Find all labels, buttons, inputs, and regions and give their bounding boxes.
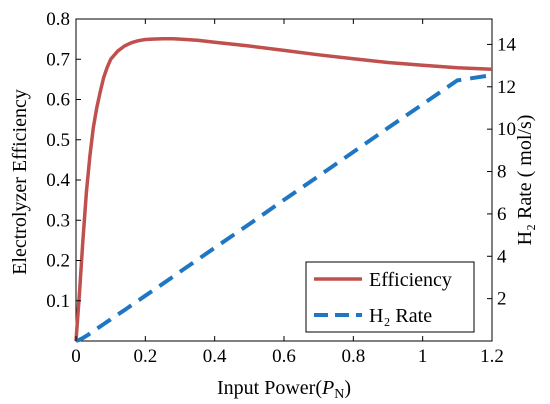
legend: Efficiency H₂ Rate: [305, 261, 475, 333]
legend-label-efficiency: Efficiency: [369, 269, 452, 291]
x-tick-label: 1: [418, 346, 428, 367]
y2-tick-label: 6: [497, 204, 507, 225]
y-tick-label: 0.7: [46, 49, 70, 70]
y-tick-label: 0.6: [46, 90, 70, 111]
y-axis-title: Electrolyzer Efficiency: [9, 89, 31, 275]
x-axis-title: Input Power(PN): [217, 377, 351, 402]
y-tick-label: 0.1: [46, 291, 70, 312]
y-tick-label: 0.2: [46, 251, 70, 272]
x-axis-ticks: 0 0.2 0.4 0.6 0.8 1 1.2: [71, 19, 504, 367]
y2-tick-label: 12: [497, 77, 516, 98]
y2-axis-title: H₂ Rate ( mol/s): [514, 115, 536, 246]
series-line-efficiency: [74, 36, 493, 342]
x-tick-label: 0.8: [341, 346, 365, 367]
x-tick-label: 1.2: [480, 346, 504, 367]
x-tick-label: 0.6: [272, 346, 296, 367]
x-tick-label: 0.2: [133, 346, 157, 367]
y-axis-ticks: 0.1 0.2 0.3 0.4 0.5 0.6 0.7 0.8: [46, 9, 81, 312]
y2-tick-label: 2: [497, 289, 507, 310]
y2-tick-label: 8: [497, 162, 507, 183]
series-line-h2-rate: [75, 73, 493, 343]
y-tick-label: 0.8: [46, 9, 70, 30]
y-tick-label: 0.4: [46, 170, 70, 191]
y2-tick-label: 4: [497, 246, 507, 267]
series-layer: [74, 36, 493, 343]
y-tick-label: 0.5: [46, 130, 70, 151]
legend-label-h2-rate: H₂ Rate: [369, 305, 432, 327]
legend-box: [305, 261, 475, 333]
y2-tick-label: 14: [497, 34, 517, 55]
x-tick-label: 0: [71, 346, 81, 367]
y2-tick-label: 10: [497, 119, 516, 140]
x-tick-label: 0.4: [203, 346, 227, 367]
y-tick-label: 0.3: [46, 210, 70, 231]
y2-axis-ticks: 2 4 6 8 10 12 14: [487, 34, 517, 310]
